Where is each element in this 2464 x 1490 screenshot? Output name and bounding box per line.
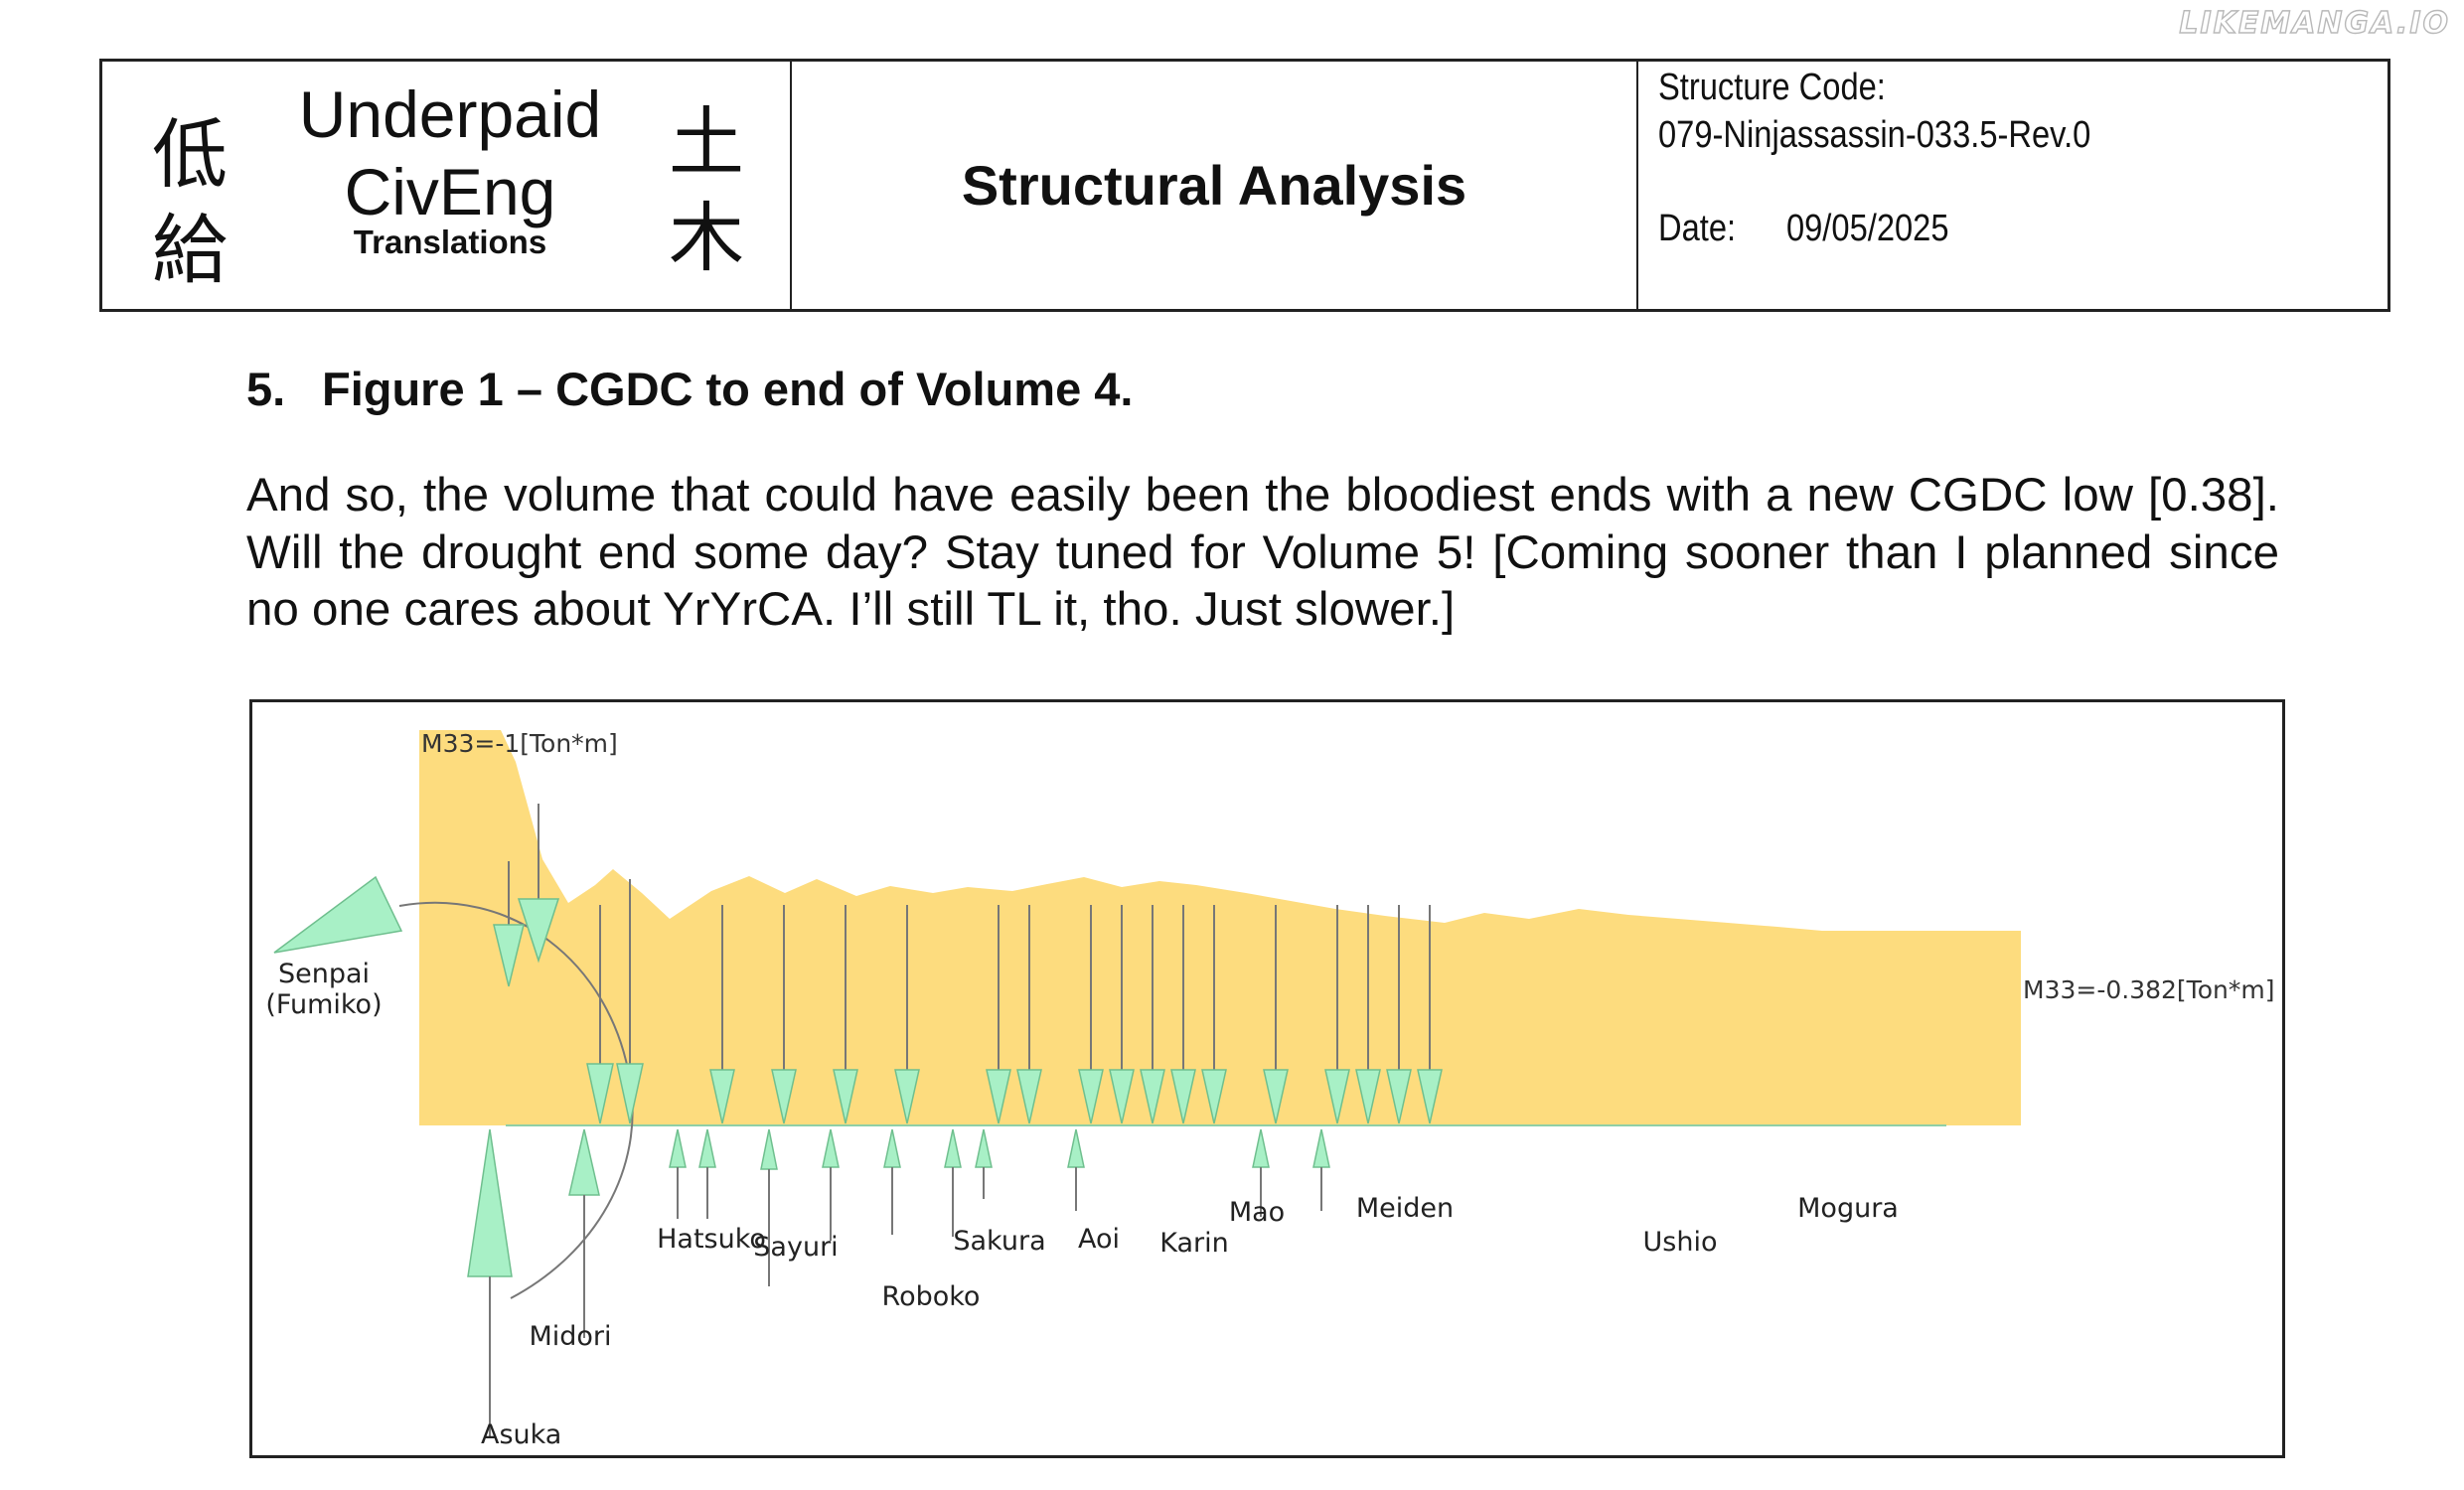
reaction-arrow-head: [760, 1128, 778, 1170]
load-arrow-head: [616, 1063, 644, 1124]
structure-code-value: 079-Ninjassassin-033.5-Rev.0: [1658, 114, 2091, 156]
label-mogura: Mogura: [1797, 1193, 1899, 1224]
section-paragraph: And so, the volume that could have easil…: [246, 469, 2279, 636]
logo-kanji-left: 低 給: [152, 107, 228, 298]
document-title: Structural Analysis: [961, 154, 1467, 217]
reaction-arrow-head: [1067, 1128, 1085, 1168]
load-arrow-head: [586, 1063, 614, 1124]
label-start-moment: M33=-1[Ton*m]: [421, 729, 618, 758]
section-number: 5.: [246, 363, 286, 415]
kanji-char: 木: [669, 194, 744, 282]
watermark: LIKEMANGA.IO: [2179, 5, 2450, 41]
label-hatsuko: Hatsuko: [657, 1224, 766, 1255]
load-arrow-head: [1417, 1069, 1443, 1124]
load-arrow-head: [1201, 1069, 1227, 1124]
reaction-arrow-head: [1312, 1128, 1330, 1168]
reaction-arrow-head: [883, 1128, 901, 1168]
load-arrow-head: [517, 898, 560, 964]
label-asuka: Asuka: [481, 1419, 561, 1450]
logo-line-underpaid: Underpaid: [298, 77, 602, 151]
title-cell: Structural Analysis: [792, 62, 1638, 309]
label-meiden: Meiden: [1356, 1193, 1454, 1224]
section-title: Figure 1 – CGDC to end of Volume 4.: [322, 363, 1134, 415]
label-sakura: Sakura: [953, 1226, 1045, 1257]
load-arrow-head: [709, 1069, 735, 1124]
load-arrow-head: [894, 1069, 920, 1124]
logo-kanji-right: 土 木: [669, 95, 744, 286]
label-roboko: Roboko: [882, 1281, 981, 1312]
reaction-arrow-head: [1252, 1128, 1270, 1168]
meta-cell: Structure Code: 079-Ninjassassin-033.5-R…: [1638, 62, 2387, 309]
label-ushio: Ushio: [1643, 1227, 1718, 1258]
senpai-arrow: [273, 875, 403, 954]
label-karin: Karin: [1159, 1228, 1229, 1259]
label-aoi: Aoi: [1078, 1224, 1120, 1255]
up-arrow-group: [467, 1128, 1330, 1437]
load-arrow-head: [1263, 1069, 1289, 1124]
load-arrow-head: [1324, 1069, 1350, 1124]
logo-line-translations: Translations: [353, 224, 547, 260]
load-arrow-head: [1078, 1069, 1104, 1124]
kanji-char: 土: [669, 98, 744, 187]
logo-cell: 低 給 Underpaid CivEng Translations 土 木: [102, 62, 792, 309]
label-mao: Mao: [1229, 1197, 1285, 1228]
date-label: Date:: [1658, 208, 1737, 249]
reaction-arrow-head: [669, 1128, 687, 1168]
logo-line-civeng: CivEng: [344, 155, 556, 228]
document-header: 低 給 Underpaid CivEng Translations 土 木 St…: [99, 59, 2390, 312]
date-row: Date: 09/05/2025: [1658, 205, 2285, 252]
load-arrow-head: [771, 1069, 797, 1124]
figure-1: Senpai (Fumiko) M33=-1[Ton*m] M33=-0.382…: [249, 699, 2285, 1458]
kanji-char: 低: [152, 110, 228, 199]
load-arrow-head: [1109, 1069, 1135, 1124]
load-arrow-head: [1016, 1069, 1042, 1124]
load-arrow-head: [493, 924, 525, 987]
reaction-arrow-head: [467, 1128, 513, 1277]
load-arrow-head: [1355, 1069, 1381, 1124]
load-arrow-head: [986, 1069, 1011, 1124]
date-value: 09/05/2025: [1785, 208, 1949, 249]
load-arrow-head: [1140, 1069, 1165, 1124]
label-midori: Midori: [529, 1321, 611, 1352]
label-fumiko: (Fumiko): [265, 989, 382, 1020]
load-arrow-head: [833, 1069, 858, 1124]
logo-text: Underpaid CivEng Translations: [261, 75, 639, 260]
reaction-arrow-head: [698, 1128, 716, 1168]
moment-envelope: [419, 730, 2021, 1125]
label-senpai: Senpai: [278, 959, 370, 989]
load-arrow-head: [1170, 1069, 1196, 1124]
reaction-arrow-head: [975, 1128, 993, 1168]
label-sayuri: Sayuri: [753, 1232, 838, 1263]
load-arrow-head: [1386, 1069, 1412, 1124]
reaction-arrow-head: [568, 1128, 600, 1196]
moment-diagram: Senpai (Fumiko) M33=-1[Ton*m] M33=-0.382…: [265, 729, 2274, 1450]
label-end-moment: M33=-0.382[Ton*m]: [2023, 975, 2274, 1004]
structure-code-label: Structure Code:: [1658, 67, 1886, 108]
down-arrow-group: [493, 804, 1443, 1124]
section-heading: 5. Figure 1 – CGDC to end of Volume 4.: [246, 362, 1134, 416]
kanji-char: 給: [152, 206, 228, 294]
reaction-arrow-head: [822, 1128, 840, 1168]
reaction-arrow-head: [944, 1128, 962, 1168]
